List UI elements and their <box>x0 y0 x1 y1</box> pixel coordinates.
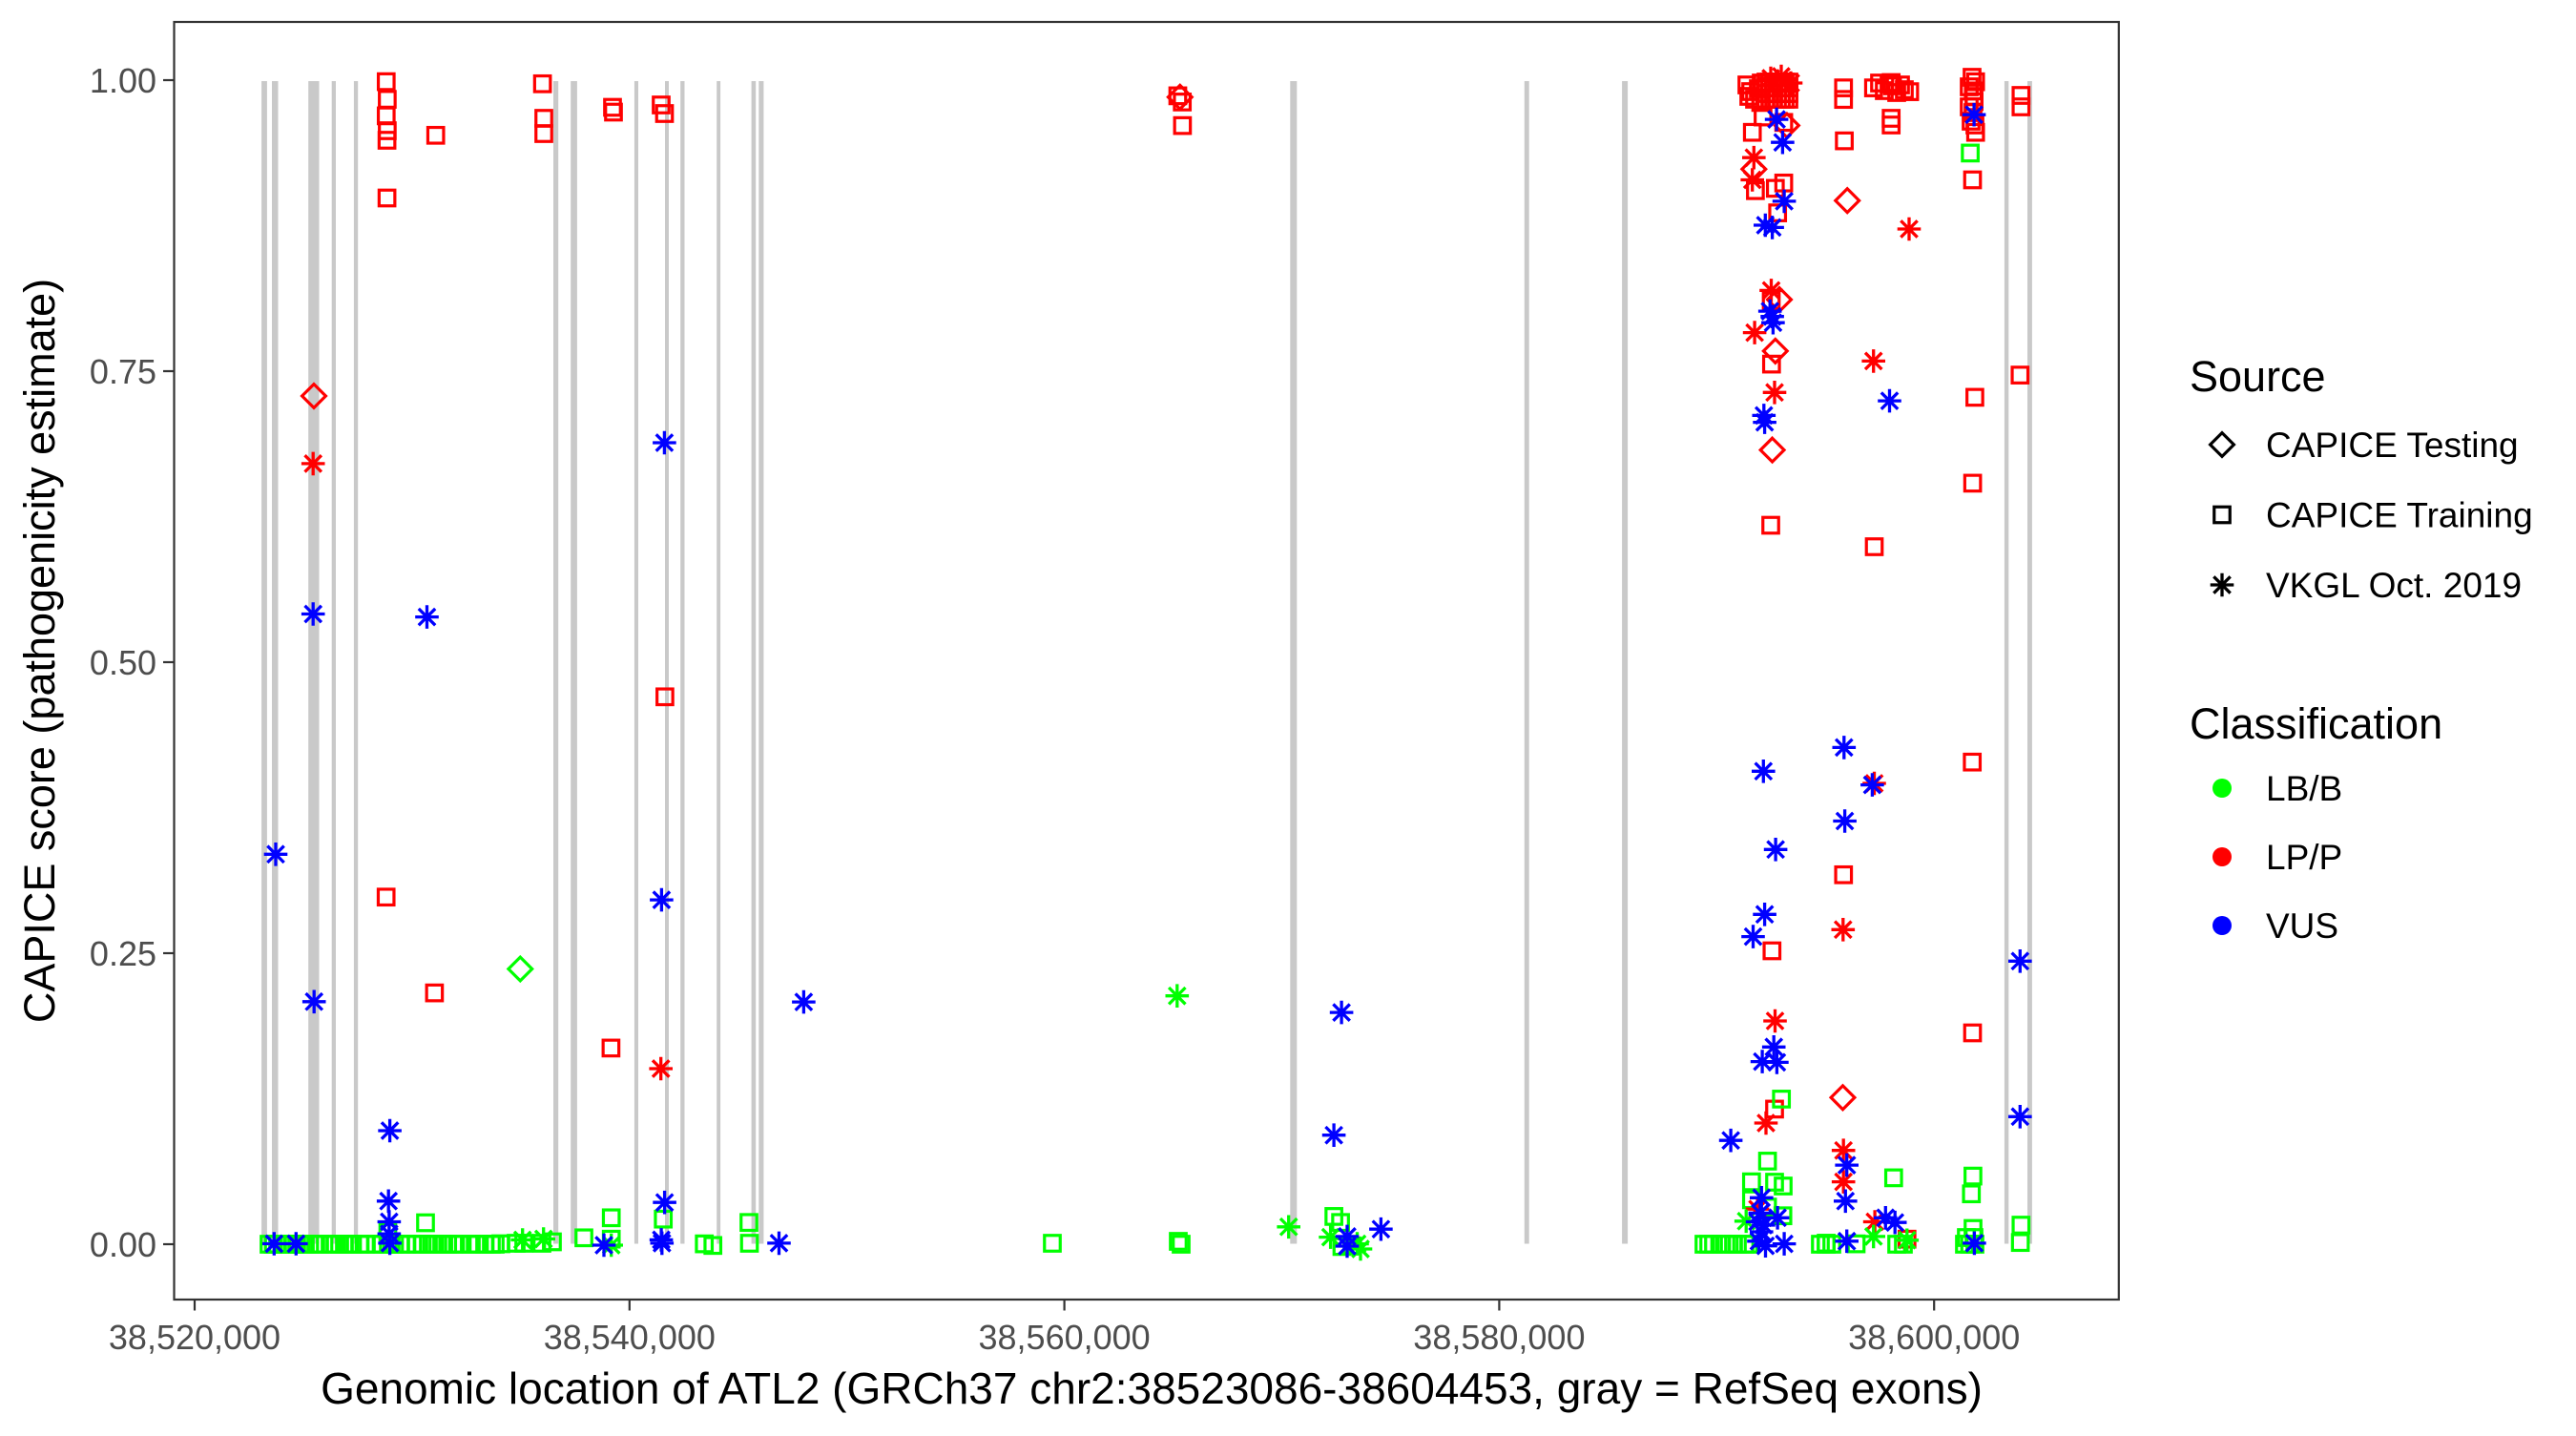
svg-text:0.75: 0.75 <box>90 352 156 391</box>
svg-text:0.00: 0.00 <box>90 1225 156 1264</box>
svg-text:VUS: VUS <box>2266 906 2338 946</box>
svg-text:38,560,000: 38,560,000 <box>979 1318 1151 1357</box>
svg-text:38,540,000: 38,540,000 <box>544 1318 716 1357</box>
svg-text:38,520,000: 38,520,000 <box>109 1318 280 1357</box>
svg-text:CAPICE Testing: CAPICE Testing <box>2266 426 2519 465</box>
svg-text:0.25: 0.25 <box>90 934 156 973</box>
svg-text:1.00: 1.00 <box>90 61 156 100</box>
svg-text:Genomic location of ATL2 (GRCh: Genomic location of ATL2 (GRCh37 chr2:38… <box>321 1363 1983 1413</box>
svg-text:38,600,000: 38,600,000 <box>1848 1318 2020 1357</box>
svg-text:CAPICE Training: CAPICE Training <box>2266 496 2533 535</box>
svg-text:Classification: Classification <box>2190 699 2442 748</box>
svg-text:38,580,000: 38,580,000 <box>1413 1318 1585 1357</box>
svg-text:Source: Source <box>2190 352 2326 401</box>
svg-text:VKGL Oct. 2019: VKGL Oct. 2019 <box>2266 566 2522 605</box>
svg-text:LB/B: LB/B <box>2266 769 2342 808</box>
svg-text:CAPICE score (pathogenicity es: CAPICE score (pathogenicity estimate) <box>15 279 64 1023</box>
svg-text:LP/P: LP/P <box>2266 838 2342 877</box>
svg-text:0.50: 0.50 <box>90 643 156 682</box>
